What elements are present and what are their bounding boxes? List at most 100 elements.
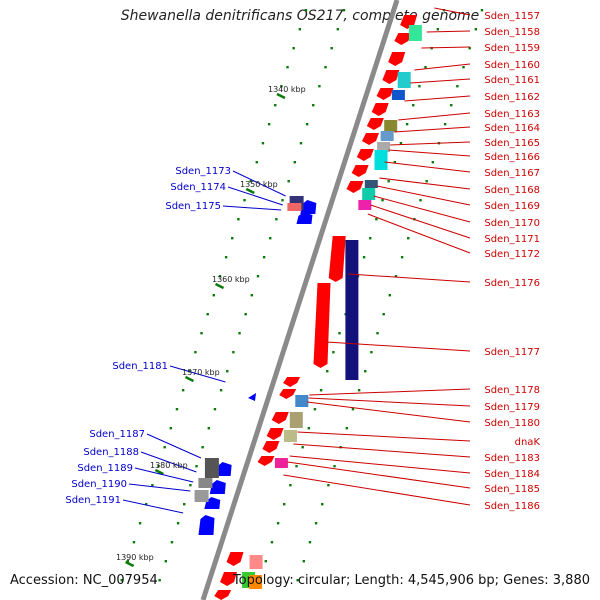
guide-dot: [307, 427, 311, 430]
reverse-gene-label: Sden_1187: [89, 429, 145, 440]
kbp-label: 1370 kbp: [182, 368, 220, 377]
gene-block: [408, 25, 422, 41]
guide-dot: [270, 541, 274, 544]
guide-dot: [276, 522, 280, 525]
guide-dot: [407, 237, 410, 240]
forward-gene-label: Sden_1164: [484, 123, 540, 134]
reverse-gene-label: Sden_1188: [83, 447, 139, 458]
guide-dot: [418, 85, 421, 88]
guide-dot: [319, 389, 323, 392]
guide-dot: [405, 123, 409, 126]
guide-dot: [351, 408, 355, 411]
gene-block: [295, 395, 309, 407]
forward-gene-arrow: [376, 88, 394, 100]
forward-gene-arrow: [382, 70, 400, 84]
reverse-strand-genes: [194, 196, 317, 535]
leader-line: [373, 195, 471, 223]
leader-line: [379, 177, 471, 190]
gene-block: [364, 180, 378, 188]
forward-gene-label: Sden_1165: [484, 138, 540, 149]
guide-dot: [400, 256, 404, 259]
leader-line: [283, 474, 471, 506]
guide-dot: [305, 123, 309, 126]
reverse-gene-arrow: [300, 200, 317, 214]
leader-line: [348, 273, 471, 283]
guide-dot: [314, 522, 318, 525]
guide-dot: [286, 66, 289, 69]
leader-line: [404, 95, 471, 102]
forward-strand-genes: [214, 15, 422, 600]
forward-gene-arrow: [356, 149, 374, 161]
guide-dot: [181, 389, 185, 392]
leader-line: [410, 78, 471, 84]
guide-dot: [261, 142, 265, 145]
gene-block: [274, 458, 288, 468]
forward-gene-label: Sden_1157: [484, 11, 540, 22]
reverse-gene-arrow: [296, 212, 313, 224]
forward-gene-label: Sden_1161: [484, 75, 540, 86]
kbp-label: 1350 kbp: [240, 180, 278, 189]
guide-dot: [249, 180, 252, 183]
guide-dot: [231, 237, 234, 240]
forward-gene-label: Sden_1177: [484, 347, 540, 358]
forward-gene-label: Sden_1179: [484, 402, 540, 413]
forward-gene-label: Sden_1169: [484, 201, 540, 212]
gene-block: [345, 240, 359, 380]
guide-dot: [431, 161, 435, 164]
guide-dot: [450, 104, 453, 107]
kbp-label: 1340 kbp: [268, 85, 306, 94]
forward-gene-label: Sden_1163: [484, 109, 540, 120]
guide-dot: [163, 446, 166, 449]
gene-block: [358, 200, 372, 210]
leader-line: [222, 205, 282, 211]
gene-block: [374, 150, 388, 170]
gene-block: [362, 188, 376, 200]
guide-dot: [256, 275, 260, 278]
gene-block: [380, 131, 394, 141]
gene-block: [397, 72, 411, 88]
kbp-label: 1380 kbp: [150, 461, 188, 470]
guide-dot: [308, 541, 312, 544]
leader-line: [146, 433, 202, 459]
guide-dot: [281, 199, 284, 202]
guide-dot: [275, 218, 278, 221]
guide-dot: [138, 522, 142, 525]
guide-dot: [175, 408, 179, 411]
forward-gene-label: Sden_1186: [484, 501, 540, 512]
leader-line: [367, 213, 471, 254]
leader-line: [388, 149, 471, 157]
reverse-gene-arrow: [209, 480, 226, 494]
guide-dot: [318, 85, 321, 88]
forward-gene-arrow: [394, 33, 412, 45]
guide-dot: [219, 389, 223, 392]
forward-gene-label: Sden_1178: [484, 385, 540, 396]
forward-gene-label: Sden_1180: [484, 418, 540, 429]
dotted-guides: [120, 9, 484, 582]
guide-dot: [255, 161, 259, 164]
leader-line: [134, 467, 194, 483]
guide-dot: [425, 180, 428, 183]
guide-dot: [299, 142, 303, 145]
guide-dot: [232, 351, 235, 354]
guide-dot: [151, 484, 154, 487]
forward-gene-label: Sden_1170: [484, 218, 540, 229]
forward-gene-label: Sden_1168: [484, 185, 540, 196]
reverse-gene-arrow: [198, 515, 215, 535]
guide-dot: [289, 484, 292, 487]
guide-dot: [237, 218, 240, 221]
scale-labels: 1340 kbp 1350 kbp 1360 kbp 1370 kbp 1380 kbp…: [116, 85, 306, 562]
guide-dot: [126, 560, 130, 563]
guide-dot: [436, 28, 440, 31]
guide-dot: [164, 560, 168, 563]
guide-dot: [357, 389, 361, 392]
guide-dot: [170, 541, 174, 544]
reverse-gene-label: Sden_1181: [112, 361, 168, 372]
guide-dot: [195, 465, 198, 468]
guide-dot: [327, 484, 330, 487]
leader-line: [227, 186, 283, 206]
guide-dot: [468, 47, 471, 50]
leader-line: [293, 443, 471, 458]
forward-gene-label: Sden_1159: [484, 43, 540, 54]
guide-dot: [312, 104, 315, 107]
guide-dot: [158, 579, 161, 582]
